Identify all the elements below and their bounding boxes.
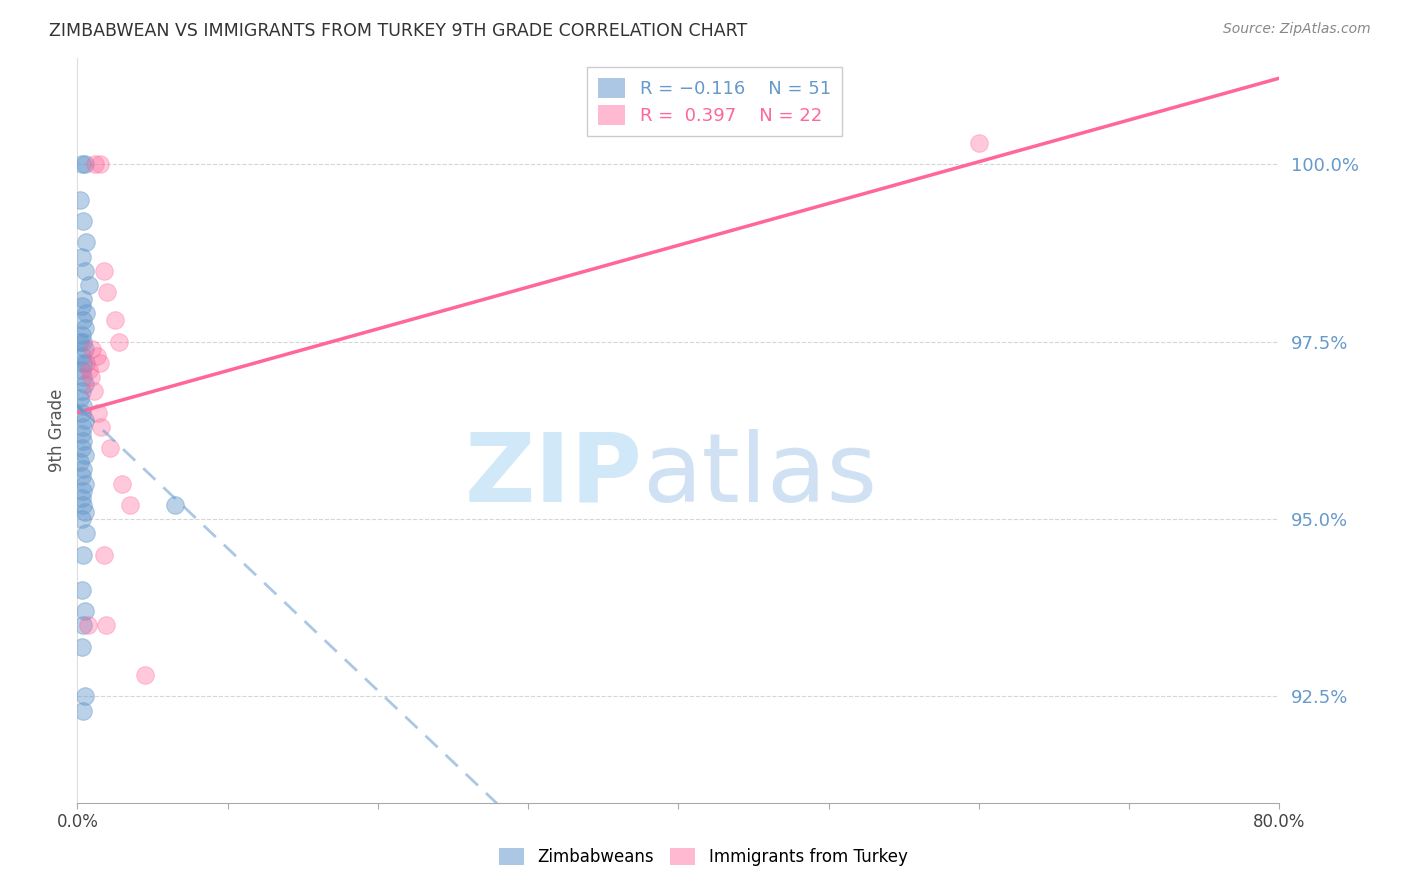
Point xyxy=(84,157,107,171)
Legend: R = −0.116    N = 51, R =  0.397    N = 22: R = −0.116 N = 51, R = 0.397 N = 22 xyxy=(588,67,842,136)
Text: ZIMBABWEAN VS IMMIGRANTS FROM TURKEY 9TH GRADE CORRELATION CHART: ZIMBABWEAN VS IMMIGRANTS FROM TURKEY 9TH… xyxy=(49,22,748,40)
Point xyxy=(96,285,118,299)
Point xyxy=(89,356,111,370)
Point xyxy=(93,548,115,562)
Point xyxy=(69,334,91,349)
Point xyxy=(73,264,96,278)
Point xyxy=(73,342,96,356)
Point xyxy=(75,526,97,541)
Point xyxy=(90,420,112,434)
Y-axis label: 9th Grade: 9th Grade xyxy=(48,389,66,472)
Point xyxy=(75,356,97,370)
Text: Source: ZipAtlas.com: Source: ZipAtlas.com xyxy=(1223,22,1371,37)
Point xyxy=(70,640,93,654)
Point xyxy=(72,399,94,413)
Point xyxy=(73,320,96,334)
Point xyxy=(86,349,108,363)
Point xyxy=(70,491,93,505)
Point xyxy=(89,157,111,171)
Point xyxy=(118,498,141,512)
Point xyxy=(75,235,97,250)
Point xyxy=(69,455,91,469)
Point xyxy=(72,498,94,512)
Point xyxy=(72,462,94,476)
Point xyxy=(72,370,94,384)
Point xyxy=(73,413,96,427)
Point xyxy=(73,157,96,171)
Point xyxy=(72,704,94,718)
Point xyxy=(108,334,131,349)
Point xyxy=(70,363,93,377)
Point xyxy=(80,370,103,384)
Point xyxy=(111,476,134,491)
Point xyxy=(72,483,94,498)
Point xyxy=(70,299,93,313)
Text: ZIP: ZIP xyxy=(464,428,643,522)
Point xyxy=(82,342,104,356)
Point xyxy=(104,313,127,327)
Point xyxy=(70,250,93,264)
Point xyxy=(79,363,101,377)
Point xyxy=(75,306,97,320)
Point xyxy=(100,441,122,455)
Text: atlas: atlas xyxy=(643,428,877,522)
Point xyxy=(83,384,105,399)
Point xyxy=(72,214,94,228)
Point xyxy=(70,327,93,342)
Point xyxy=(70,441,93,455)
Point xyxy=(72,618,94,632)
Point xyxy=(94,618,117,632)
Point xyxy=(73,448,96,462)
Point xyxy=(72,292,94,306)
Point xyxy=(93,264,115,278)
Point xyxy=(70,384,93,399)
Point xyxy=(70,582,93,597)
Point xyxy=(72,434,94,448)
Point xyxy=(79,277,101,292)
Legend: Zimbabweans, Immigrants from Turkey: Zimbabweans, Immigrants from Turkey xyxy=(492,841,914,873)
Point xyxy=(76,618,98,632)
Point xyxy=(134,668,156,682)
Point xyxy=(72,334,94,349)
Point xyxy=(70,512,93,526)
Point xyxy=(73,690,96,704)
Point xyxy=(70,349,93,363)
Point xyxy=(72,548,94,562)
Point xyxy=(163,498,186,512)
Point xyxy=(87,406,110,420)
Point xyxy=(70,406,93,420)
Point xyxy=(69,392,91,406)
Point xyxy=(70,469,93,483)
Point xyxy=(73,377,96,392)
Point xyxy=(69,193,91,207)
Point xyxy=(73,476,96,491)
Point xyxy=(72,313,94,327)
Point xyxy=(72,356,94,370)
Point xyxy=(72,420,94,434)
Point xyxy=(73,604,96,618)
Point xyxy=(967,136,990,150)
Point xyxy=(73,505,96,519)
Point xyxy=(70,426,93,441)
Point xyxy=(70,157,93,171)
